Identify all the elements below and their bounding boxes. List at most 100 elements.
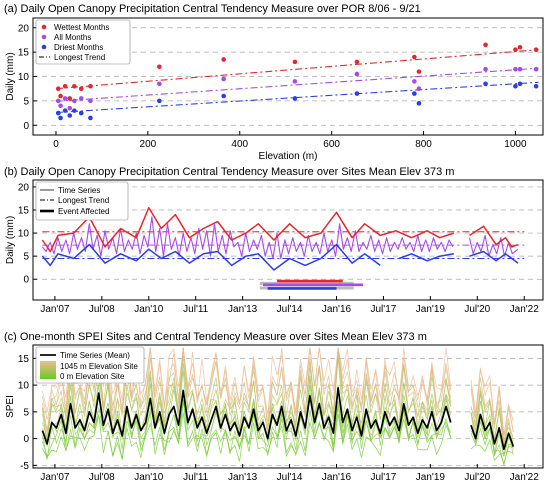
data-point-purple (412, 79, 417, 84)
x-tick-label: 600 (323, 139, 340, 150)
data-point-blue (412, 91, 417, 96)
x-tick-label: Jul'20 (464, 304, 490, 315)
data-point-red (221, 57, 226, 62)
y-axis-label: Daily (mm) (5, 52, 16, 100)
panel-b: (b) Daily Open Canopy Precipitation Cent… (4, 166, 544, 315)
panel-a: (a) Daily Open Canopy Precipitation Cent… (4, 3, 544, 162)
y-tick-label: 20 (18, 182, 30, 193)
mean-series-line (41, 386, 452, 445)
data-point-blue (55, 110, 61, 116)
x-tick-label: Jan'10 (134, 472, 164, 483)
panel-c: (c) One-month SPEI Sites and Central Ten… (4, 331, 544, 483)
legend-label: Wettest Months (54, 23, 109, 32)
data-point-purple (55, 98, 61, 104)
panel-title: (b) Daily Open Canopy Precipitation Cent… (4, 166, 454, 178)
legend-marker-blue (41, 44, 47, 50)
series-line-blue (41, 243, 381, 271)
x-tick-label: Jan'16 (322, 304, 352, 315)
site-line (470, 438, 514, 462)
site-line (42, 347, 452, 441)
y-tick-label: 15 (18, 206, 30, 217)
panel-title: (a) Daily Open Canopy Precipitation Cent… (4, 3, 421, 15)
x-tick-label: 0 (53, 139, 59, 150)
data-point-blue (533, 83, 539, 89)
x-tick-label: Jul'14 (277, 304, 303, 315)
legend-label: All Months (54, 33, 91, 42)
legend-label: 1045 m Elevation Site (60, 362, 138, 371)
series-line-blue (469, 250, 519, 264)
data-point-purple (72, 98, 77, 104)
legend-box (35, 19, 131, 65)
site-line (470, 420, 514, 466)
x-tick-label: Jan'13 (228, 304, 258, 315)
x-tick-label: 400 (231, 139, 248, 150)
data-point-purple (483, 66, 488, 72)
y-tick-label: 0 (23, 434, 29, 445)
y-tick-label: 20 (18, 23, 30, 34)
x-tick-label: Jul'11 (183, 472, 209, 483)
series-line-red (469, 225, 519, 248)
legend-label: Time Series (Mean) (60, 351, 130, 360)
data-point-purple (157, 81, 162, 87)
x-axis-label: Elevation (m) (259, 151, 318, 162)
data-point-purple (517, 66, 523, 72)
data-point-blue (62, 108, 68, 113)
data-point-red (67, 96, 73, 101)
data-point-purple (221, 76, 226, 82)
data-point-purple (67, 105, 73, 111)
x-tick-label: Jan'07 (40, 304, 70, 315)
site-line (42, 351, 452, 444)
series-line-red (41, 206, 455, 253)
x-tick-label: 800 (415, 139, 432, 150)
data-point-purple (533, 66, 539, 72)
data-point-blue (354, 91, 360, 96)
y-tick-label: 0 (23, 121, 29, 132)
legend-marker-red (41, 24, 47, 30)
data-point-red (88, 83, 93, 89)
y-tick-label: 15 (18, 48, 30, 59)
data-point-blue (517, 81, 523, 87)
panel-title: (c) One-month SPEI Sites and Central Ten… (4, 331, 427, 343)
legend-swatch-elevation (40, 361, 56, 379)
data-point-blue (72, 108, 77, 113)
legend-label: Time Series (58, 186, 100, 195)
data-point-blue (292, 96, 298, 101)
y-tick-label: 10 (18, 229, 30, 240)
y-tick-label: 5 (23, 407, 29, 418)
trend-line-blue (55, 81, 539, 114)
data-point-blue (157, 98, 162, 104)
x-tick-label: Jan'22 (510, 304, 540, 315)
x-tick-label: Jan'22 (510, 472, 540, 483)
x-tick-label: Jan'10 (134, 304, 164, 315)
data-point-red (72, 83, 77, 89)
y-tick-label: -5 (20, 461, 29, 472)
data-point-blue (58, 115, 63, 121)
series-line-purple (41, 216, 454, 260)
data-point-red (483, 42, 488, 48)
data-point-red (533, 47, 539, 52)
legend-label: 0 m Elevation Site (60, 372, 125, 381)
legend-label: Event Affected (58, 207, 109, 216)
data-point-blue (513, 83, 518, 89)
y-axis-label: Daily (mm) (5, 216, 16, 264)
data-point-red (517, 44, 523, 50)
x-tick-label: Jul'20 (464, 472, 490, 483)
x-tick-label: 1000 (504, 139, 527, 150)
data-point-red (62, 83, 68, 89)
data-point-purple (354, 71, 360, 77)
data-point-purple (513, 66, 518, 72)
legend-box (35, 181, 129, 221)
data-point-blue (221, 93, 226, 99)
data-point-purple (62, 96, 68, 101)
x-tick-label: Jul'14 (277, 472, 303, 483)
legend-marker-purple (41, 34, 47, 40)
y-tick-label: 5 (23, 252, 29, 263)
x-tick-label: 200 (140, 139, 157, 150)
mean-series-line (470, 413, 515, 451)
x-tick-label: Jan'07 (40, 472, 70, 483)
x-tick-label: Jul'11 (183, 304, 209, 315)
trend-line-purple (55, 67, 539, 102)
data-point-blue (416, 101, 422, 106)
